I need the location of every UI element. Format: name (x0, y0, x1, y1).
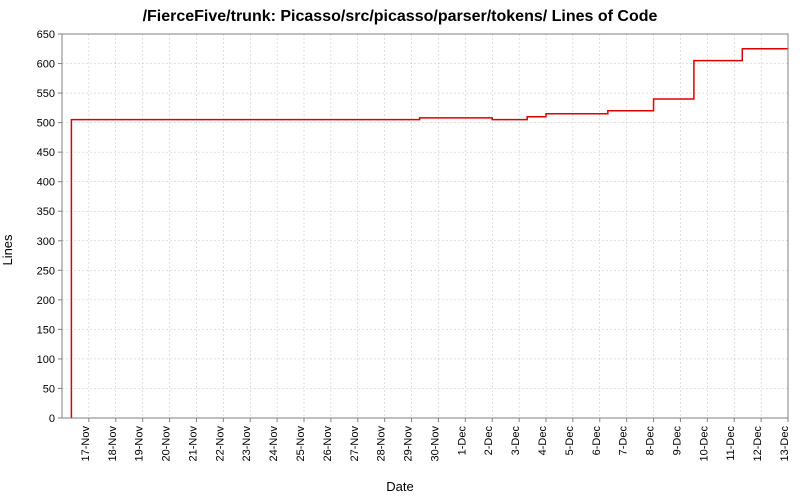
xtick-label: 4-Dec (537, 426, 549, 456)
xtick-label: 12-Dec (752, 426, 764, 462)
xtick-label: 25-Nov (295, 426, 307, 462)
ytick-label: 450 (37, 147, 55, 159)
xtick-label: 5-Dec (564, 426, 576, 456)
ytick-label: 250 (37, 265, 55, 277)
xtick-label: 3-Dec (510, 426, 522, 456)
xtick-label: 2-Dec (483, 426, 495, 456)
ytick-label: 400 (37, 177, 55, 189)
xtick-label: 9-Dec (671, 426, 683, 456)
ytick-label: 550 (37, 88, 55, 100)
ytick-label: 50 (43, 383, 55, 395)
xtick-label: 29-Nov (403, 426, 415, 462)
ytick-label: 350 (37, 206, 55, 218)
ytick-label: 150 (37, 324, 55, 336)
xtick-label: 1-Dec (456, 426, 468, 456)
ytick-label: 300 (37, 236, 55, 248)
xtick-label: 30-Nov (429, 426, 441, 462)
ytick-label: 0 (49, 413, 55, 425)
xtick-label: 21-Nov (187, 426, 199, 462)
xtick-label: 24-Nov (268, 426, 280, 462)
ytick-label: 650 (37, 29, 55, 41)
xtick-label: 18-Nov (107, 426, 119, 462)
xtick-label: 22-Nov (214, 426, 226, 462)
xtick-label: 11-Dec (725, 426, 737, 461)
xtick-label: 26-Nov (322, 426, 334, 462)
chart-container: /FierceFive/trunk: Picasso/src/picasso/p… (0, 0, 800, 500)
xtick-label: 27-Nov (349, 426, 361, 462)
xtick-label: 7-Dec (618, 426, 630, 456)
xtick-label: 13-Dec (779, 426, 791, 462)
xtick-label: 8-Dec (645, 426, 657, 456)
xtick-label: 6-Dec (591, 426, 603, 456)
xtick-label: 10-Dec (698, 426, 710, 462)
xtick-label: 28-Nov (376, 426, 388, 462)
xtick-label: 19-Nov (134, 426, 146, 462)
ytick-label: 100 (37, 354, 55, 366)
ytick-label: 500 (37, 118, 55, 130)
xtick-label: 20-Nov (161, 426, 173, 462)
xtick-label: 17-Nov (80, 426, 92, 462)
xtick-label: 23-Nov (241, 426, 253, 462)
ytick-label: 200 (37, 295, 55, 307)
ytick-label: 600 (37, 59, 55, 71)
chart-svg: 0 50 100 150 200 250 300 350 400 450 500 550 600 650 1… (0, 0, 800, 500)
plot-area (62, 34, 788, 418)
